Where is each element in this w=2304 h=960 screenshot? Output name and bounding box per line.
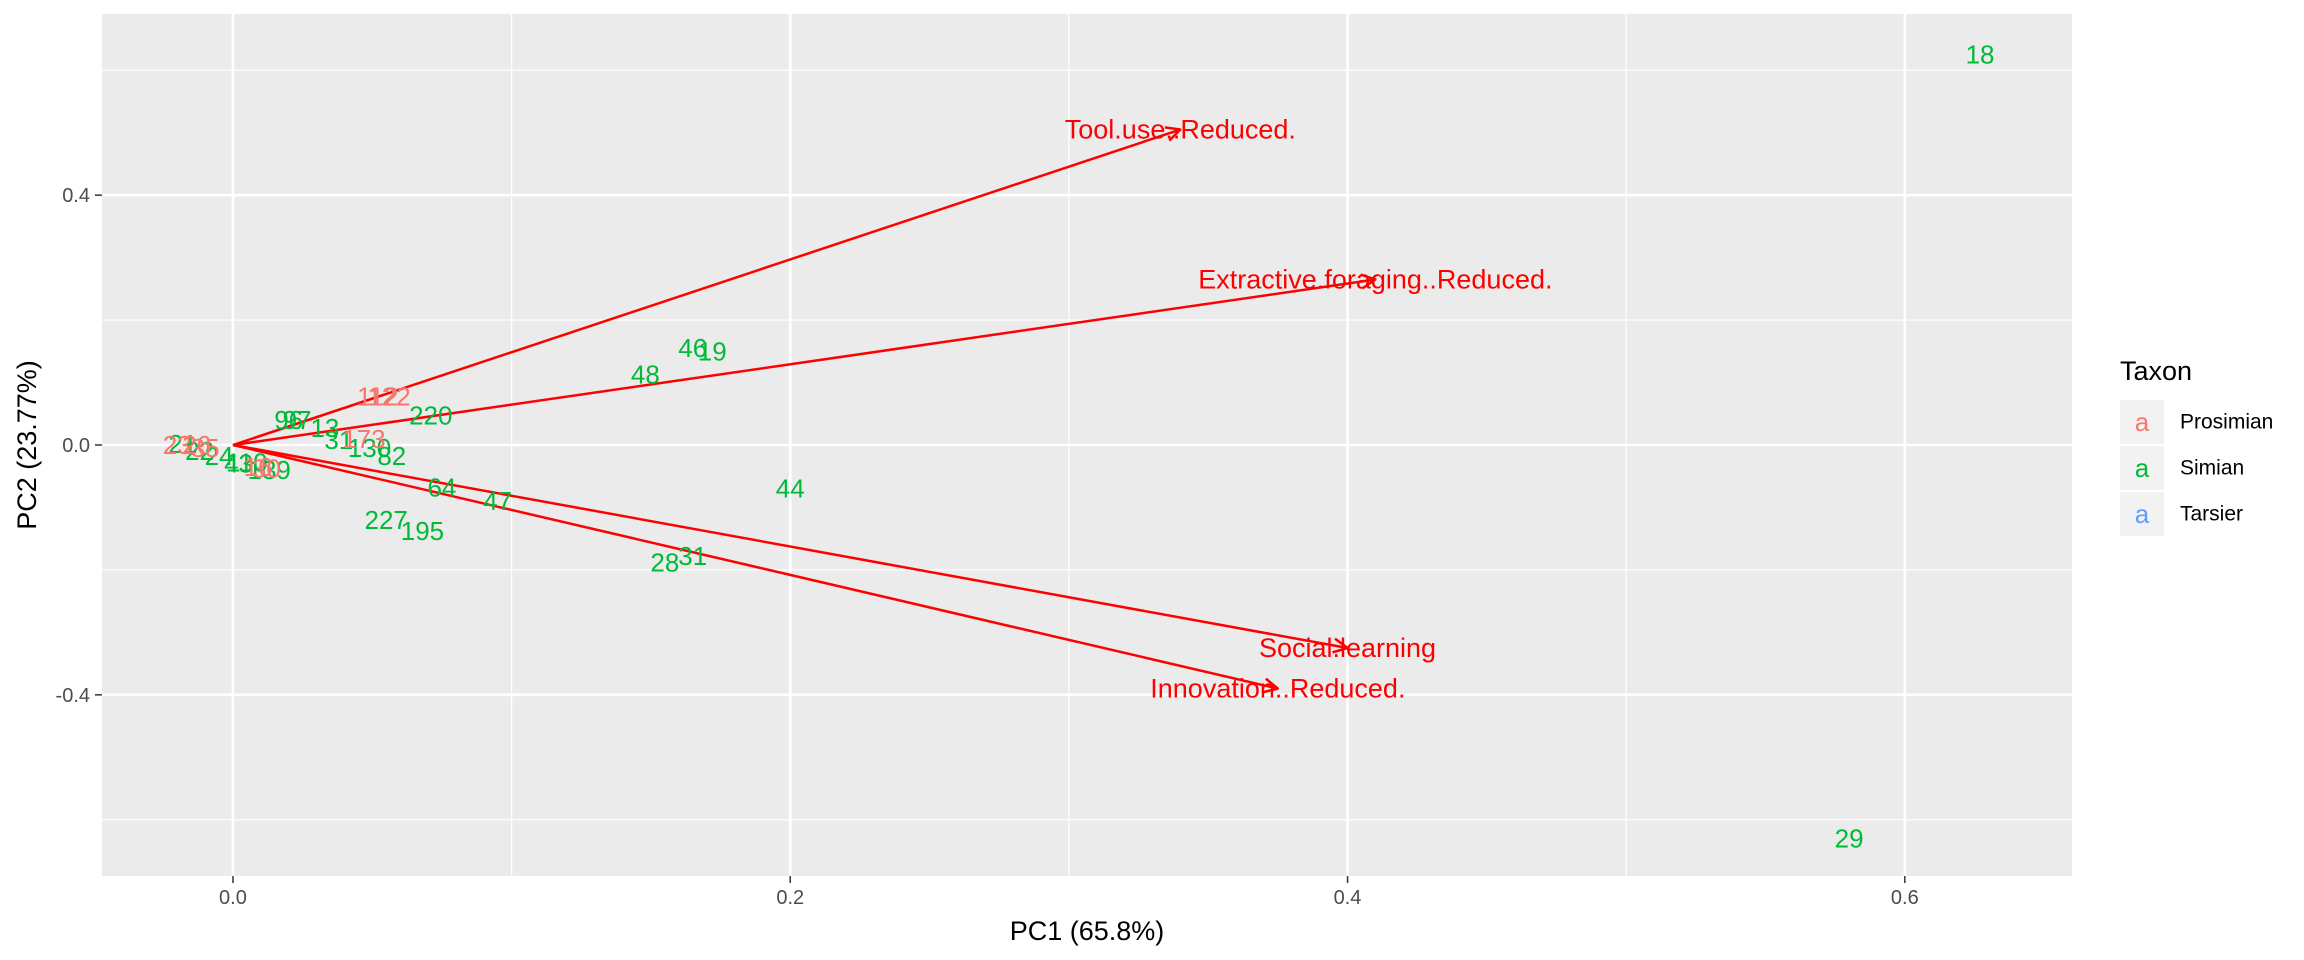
point-label: 31	[324, 425, 353, 455]
legend-entries: a Prosimian a Simian a Tarsier	[2120, 400, 2273, 536]
y-axis-ticks: -0.4 0.0 0.4	[56, 185, 102, 707]
point-label: 64	[427, 472, 456, 502]
point-label: 97	[283, 405, 312, 435]
x-tick-label: 0.0	[219, 887, 247, 909]
point-label: 19	[698, 336, 727, 366]
point-label: 35	[191, 433, 220, 463]
loading-arrow	[232, 279, 1375, 447]
point-label: 112	[357, 381, 398, 411]
loading-arrow-label: Social.learning	[1259, 633, 1436, 663]
loading-arrow-labels: Tool.use..Reduced. Extractive.foraging..R…	[1065, 115, 1553, 704]
point-label: 130	[348, 433, 391, 463]
point-label: 47	[483, 486, 512, 516]
point-label: 220	[409, 401, 452, 431]
point-label: 195	[401, 516, 444, 546]
point-label: 227	[365, 505, 408, 535]
point-label: 29	[1835, 824, 1864, 854]
legend-key	[2120, 492, 2164, 536]
legend-label: Prosimian	[2180, 411, 2273, 434]
loading-arrow	[232, 443, 1348, 648]
legend-key	[2120, 446, 2164, 490]
legend-key-glyph: a	[2135, 407, 2150, 437]
point-label: 28	[650, 547, 679, 577]
loading-arrow	[232, 130, 1180, 447]
x-tick-label: 0.6	[1891, 887, 1919, 909]
point-label: 122	[367, 381, 410, 411]
point-label: 44	[776, 474, 805, 504]
y-axis-title: PC2 (23.77%)	[12, 360, 42, 530]
point-label: 139	[247, 455, 290, 485]
y-tick-label: 0.4	[62, 185, 90, 207]
point-label: 82	[377, 441, 406, 471]
legend-title: Taxon	[2120, 356, 2192, 386]
legend-label: Simian	[2180, 457, 2244, 480]
point-label: 43	[224, 449, 253, 479]
x-tick-label: 0.2	[776, 887, 804, 909]
point-label: 31	[678, 541, 707, 571]
loading-arrow-label: Extractive.foraging..Reduced.	[1198, 264, 1552, 294]
point-label: 22	[185, 436, 214, 466]
point-label: 110	[226, 447, 267, 477]
y-tick-label: 0.0	[62, 435, 90, 457]
point-label: 23	[163, 430, 192, 460]
point-label: 24	[205, 441, 234, 471]
point-label: 48	[631, 359, 660, 389]
legend-key-glyph: a	[2135, 453, 2150, 483]
x-axis-title: PC1 (65.8%)	[1010, 916, 1165, 946]
legend-label: Tarsier	[2180, 503, 2243, 526]
loading-arrow-label: Innovation..Reduced.	[1150, 674, 1405, 704]
point-label: 18	[1966, 40, 1995, 70]
x-tick-label: 0.4	[1334, 887, 1362, 909]
grid-major	[102, 14, 2072, 876]
legend-key-glyph: a	[2135, 499, 2150, 529]
legend-key	[2120, 400, 2164, 444]
point-label: 46	[678, 333, 707, 363]
point-label: 16	[244, 452, 273, 482]
legend: Taxon a Prosimian a Simian a Tarsier	[2120, 356, 2273, 536]
x-axis-ticks: 0.0 0.2 0.4 0.6	[219, 876, 1919, 909]
loading-arrow	[232, 443, 1278, 689]
point-label: 30	[252, 454, 281, 484]
point-label: 173	[342, 424, 385, 454]
point-label: 21	[168, 429, 197, 459]
loading-arrows	[232, 130, 1375, 689]
loading-arrow-label: Tool.use..Reduced.	[1065, 115, 1296, 145]
y-tick-label: -0.4	[56, 685, 90, 707]
point-label: 96	[274, 405, 303, 435]
point-label: 13	[310, 413, 339, 443]
point-label: 26	[182, 430, 211, 460]
